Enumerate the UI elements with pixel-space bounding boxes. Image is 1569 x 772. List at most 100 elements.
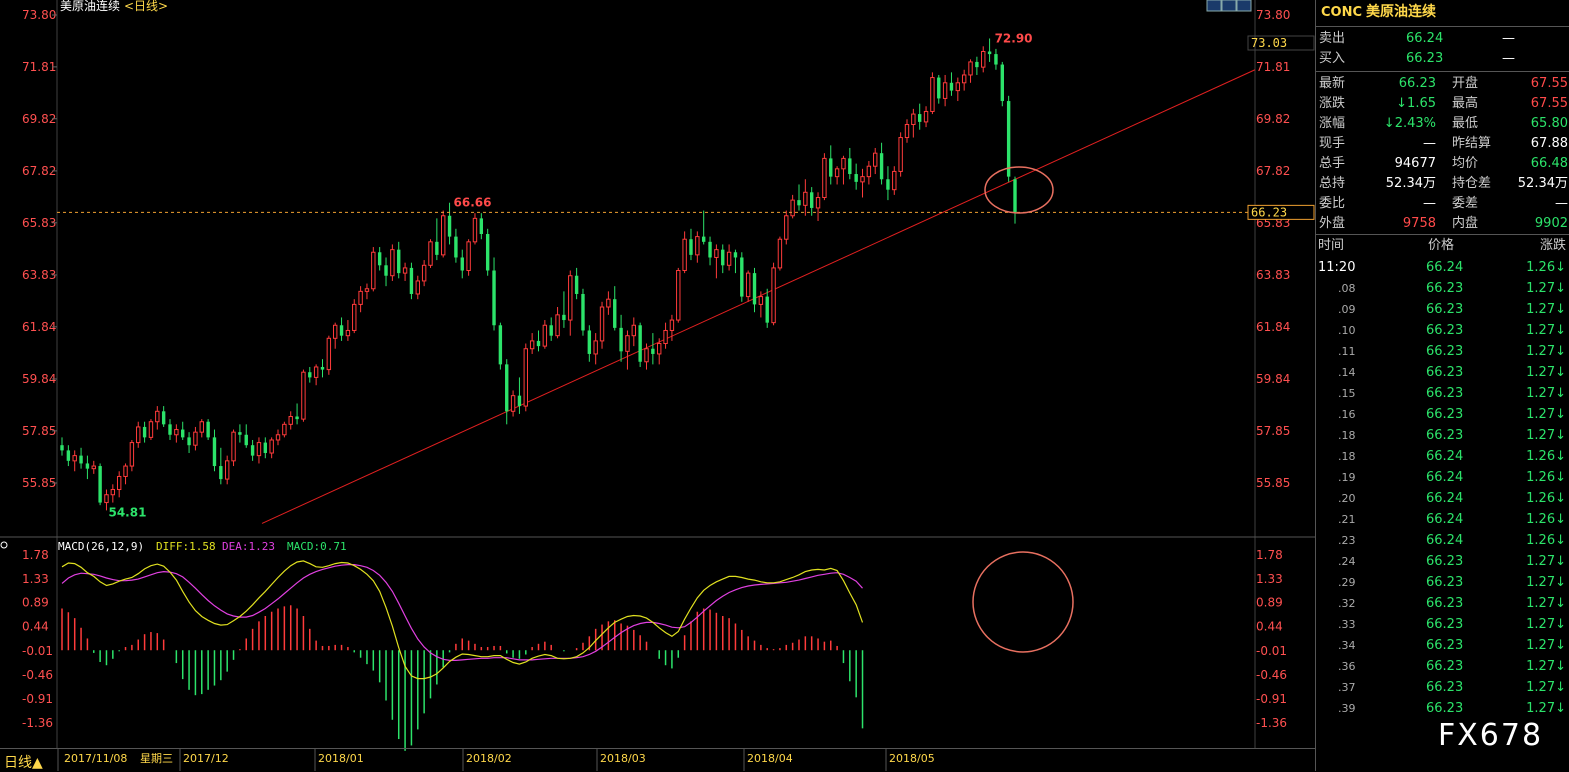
candle-body-up — [523, 348, 528, 407]
candle-body-down — [574, 275, 579, 294]
candle-body-down — [918, 114, 922, 122]
candle-body-up — [345, 329, 351, 337]
price-axis-left-label: 67.82 — [22, 164, 56, 178]
candle-body-down — [797, 200, 801, 206]
candle-body-up — [428, 241, 433, 266]
candle-body-down — [937, 77, 941, 99]
candle-body-down — [79, 455, 83, 464]
candle-body-down — [219, 466, 223, 480]
tick-row[interactable]: .11 66.23 1.27↓ — [1316, 341, 1569, 362]
candle-body-down — [848, 158, 852, 175]
macd-value-label: MACD:0.71 — [287, 540, 347, 553]
price-axis-right-label: 59.84 — [1256, 372, 1290, 386]
date-axis-label: 2018/05 — [889, 752, 935, 765]
tick-row[interactable]: .20 66.24 1.26↓ — [1316, 488, 1569, 509]
tick-row[interactable]: .19 66.24 1.26↓ — [1316, 467, 1569, 488]
candle-body-down — [460, 257, 464, 271]
tick-change: 1.27↓ — [1526, 638, 1566, 653]
candle-body-down — [536, 340, 541, 347]
macd-axis-right-label: -0.91 — [1256, 692, 1287, 706]
tick-row[interactable]: .33 66.23 1.27↓ — [1316, 614, 1569, 635]
tick-row[interactable]: .36 66.23 1.27↓ — [1316, 656, 1569, 677]
indicator-settings-icon[interactable] — [0, 541, 8, 549]
candle-body-down — [994, 54, 998, 65]
candle-body-down — [975, 61, 979, 68]
candle-body-up — [726, 251, 732, 266]
candle-body-up — [231, 431, 236, 462]
candle-body-down — [498, 325, 503, 365]
tick-price: 66.24 — [1426, 470, 1464, 485]
candle-body-up — [364, 288, 370, 292]
last-price-label: 66.23 — [1251, 205, 1287, 219]
candle-body-down — [638, 325, 642, 362]
candle-body-down — [377, 252, 382, 266]
tick-row[interactable]: .15 66.23 1.27↓ — [1316, 383, 1569, 404]
tick-row[interactable]: .18 66.23 1.27↓ — [1316, 425, 1569, 446]
candle-body-down — [549, 325, 553, 336]
tick-time: .36 — [1338, 660, 1356, 673]
period-button[interactable]: 日线▲ — [4, 755, 43, 771]
tick-time: .37 — [1338, 681, 1356, 694]
candle-body-down — [295, 416, 299, 420]
tick-row[interactable]: .29 66.23 1.27↓ — [1316, 572, 1569, 593]
candle-body-up — [606, 298, 611, 308]
macd-axis-left-label: -0.01 — [22, 644, 53, 658]
quote-row: 最新 66.23 开盘 67.55 — [1316, 74, 1569, 94]
candle-body-up — [892, 170, 897, 191]
candle-body-up — [282, 423, 287, 436]
candle-body-down — [212, 437, 217, 467]
quote-value: 66.23 — [1398, 76, 1436, 91]
candle-body-down — [250, 445, 255, 456]
tick-row[interactable]: .23 66.24 1.26↓ — [1316, 530, 1569, 551]
tick-row[interactable]: .37 66.23 1.27↓ — [1316, 677, 1569, 698]
sell-row: 卖出 66.24 — — [1316, 29, 1569, 49]
quote-label: 总手 — [1319, 156, 1346, 171]
tick-row[interactable]: .21 66.24 1.26↓ — [1316, 509, 1569, 530]
tick-row[interactable]: .32 66.23 1.27↓ — [1316, 593, 1569, 614]
candle-body-up — [771, 267, 776, 324]
instrument-header: CONC 美原油连续 — [1316, 0, 1569, 24]
candle-body-up — [472, 217, 478, 243]
candle-body-up — [873, 152, 878, 167]
candle-body-up — [714, 249, 719, 258]
tick-list[interactable]: 11:20 66.24 1.26↓ .08 66.23 1.27↓ .09 66.23 1.27… — [1316, 257, 1569, 719]
tick-price: 66.23 — [1426, 302, 1464, 317]
macd-axis-right-label: -0.46 — [1256, 668, 1287, 682]
macd-dea-line — [61, 564, 863, 661]
tick-row[interactable]: .14 66.23 1.27↓ — [1316, 362, 1569, 383]
tick-change: 1.26↓ — [1526, 260, 1566, 275]
macd-dea-label: DEA:1.23 — [222, 540, 275, 553]
tick-time: .24 — [1338, 555, 1356, 568]
tick-row[interactable]: .08 66.23 1.27↓ — [1316, 278, 1569, 299]
tick-change: 1.27↓ — [1526, 617, 1566, 632]
quote-label: 开盘 — [1452, 76, 1479, 91]
quote-row: 委比 — 委差 — — [1316, 194, 1569, 214]
first-date: 2017/11/08 — [64, 752, 127, 765]
tick-row[interactable]: .34 66.23 1.27↓ — [1316, 635, 1569, 656]
tick-price: 66.23 — [1426, 596, 1464, 611]
zoom-buttons[interactable] — [1206, 0, 1252, 12]
tick-change: 1.27↓ — [1526, 554, 1566, 569]
candle-body-down — [492, 270, 496, 326]
candle-body-down — [1006, 101, 1011, 177]
candle-body-down — [206, 421, 210, 438]
quote-label: 最高 — [1452, 96, 1479, 111]
tick-row[interactable]: .09 66.23 1.27↓ — [1316, 299, 1569, 320]
tick-row[interactable]: .39 66.23 1.27↓ — [1316, 698, 1569, 719]
tick-change: 1.27↓ — [1526, 428, 1566, 443]
restore-icon[interactable] — [1236, 0, 1252, 12]
tick-row[interactable]: .16 66.23 1.27↓ — [1316, 404, 1569, 425]
candle-body-down — [409, 267, 414, 294]
trend-line — [261, 69, 1256, 524]
zoom-in-icon[interactable] — [1206, 0, 1222, 12]
tick-row[interactable]: .24 66.23 1.27↓ — [1316, 551, 1569, 572]
tick-row[interactable]: .18 66.24 1.26↓ — [1316, 446, 1569, 467]
tick-price: 66.23 — [1426, 344, 1464, 359]
price-axis-right-label: 61.84 — [1256, 320, 1290, 334]
zoom-out-icon[interactable] — [1221, 0, 1237, 12]
quote-value: ↓2.43% — [1383, 116, 1436, 131]
tick-row[interactable]: 11:20 66.24 1.26↓ — [1316, 257, 1569, 278]
tick-row[interactable]: .10 66.23 1.27↓ — [1316, 320, 1569, 341]
candle-body-up — [860, 176, 865, 183]
macd-axis-left-label: -0.91 — [22, 692, 53, 706]
